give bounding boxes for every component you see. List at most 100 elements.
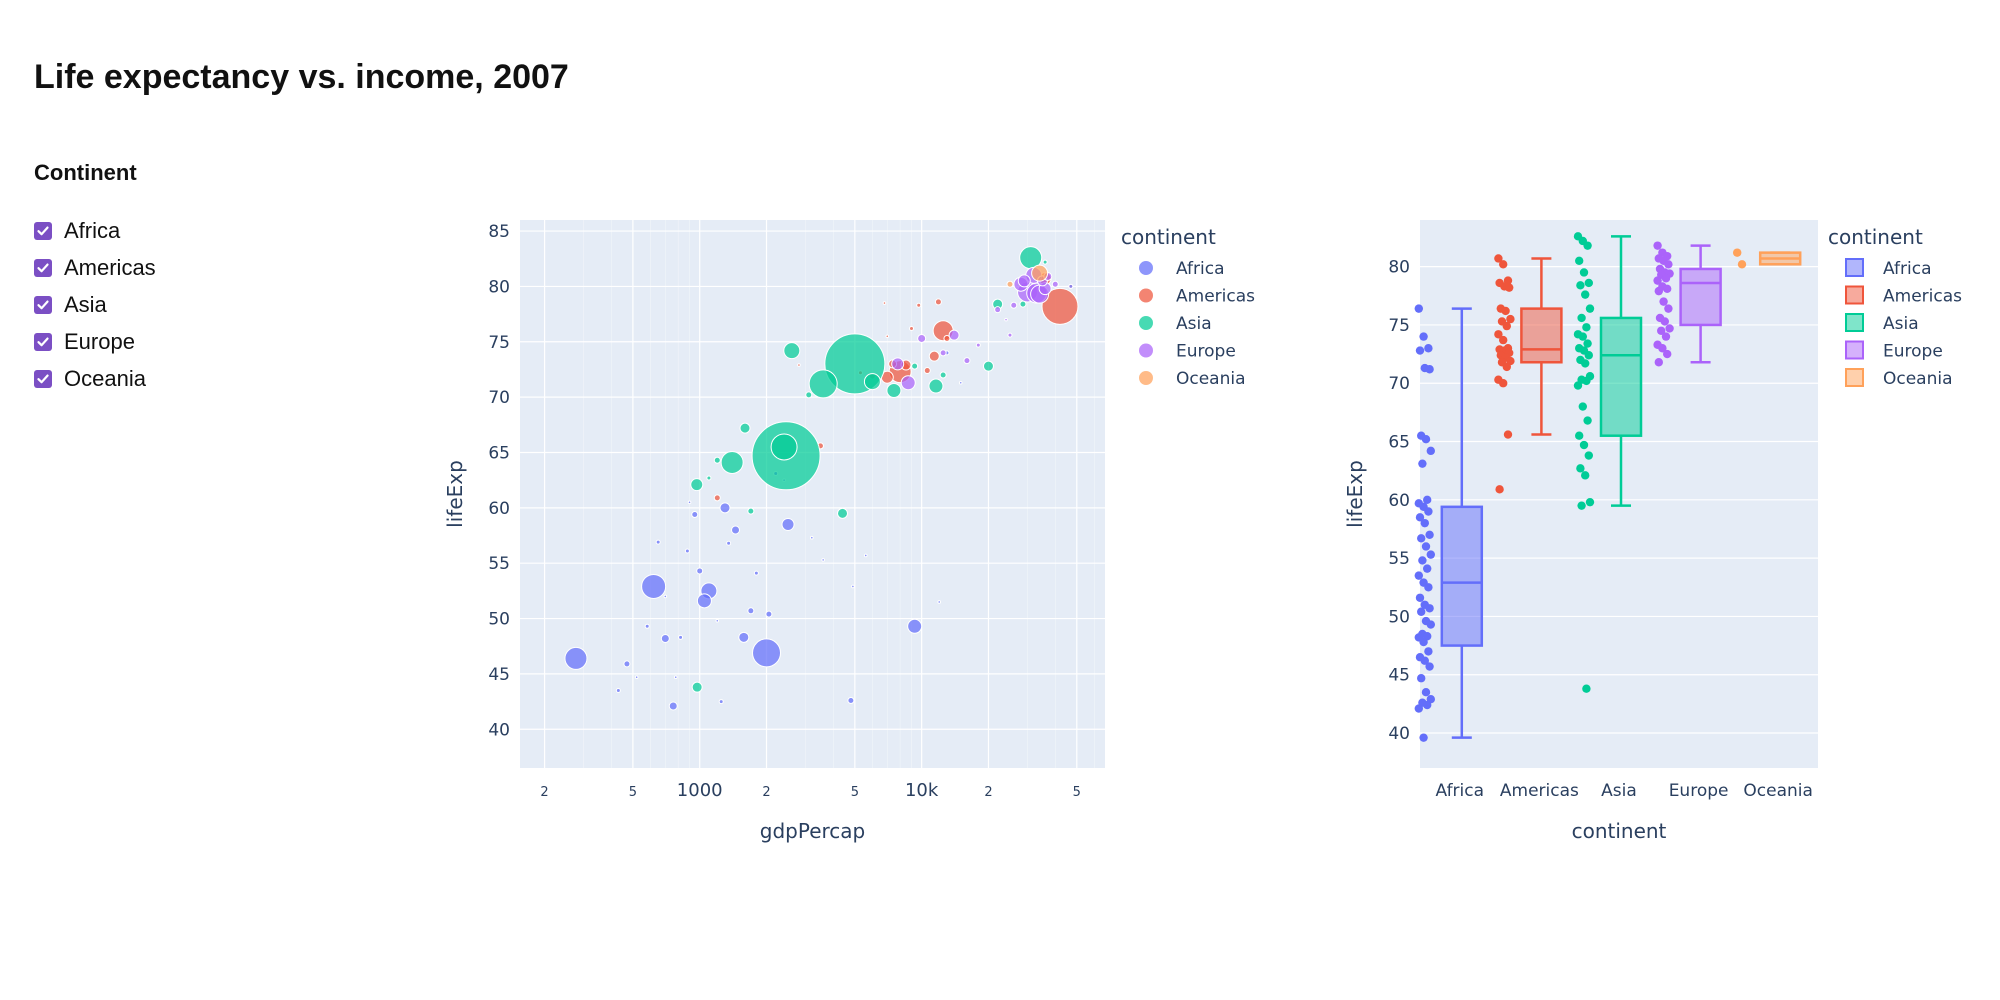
legend-item-asia[interactable]: Asia	[1845, 313, 1919, 334]
legend-item-europe[interactable]: Europe	[1139, 342, 1236, 362]
data-point[interactable]	[982, 360, 994, 372]
data-point[interactable]	[678, 634, 684, 640]
data-point[interactable]	[1660, 317, 1669, 326]
data-point[interactable]	[752, 638, 782, 668]
data-point[interactable]	[1505, 283, 1514, 292]
data-point[interactable]	[644, 623, 650, 629]
data-point[interactable]	[1663, 349, 1672, 359]
box-europe[interactable]	[1653, 241, 1722, 367]
data-point[interactable]	[948, 329, 960, 341]
data-point[interactable]	[1418, 459, 1427, 468]
data-point[interactable]	[747, 607, 755, 615]
data-point[interactable]	[1584, 278, 1593, 288]
data-point[interactable]	[1657, 326, 1666, 335]
legend-item-oceania[interactable]: Oceania	[1139, 369, 1246, 389]
data-point[interactable]	[713, 494, 721, 502]
data-point[interactable]	[1418, 556, 1427, 565]
data-point[interactable]	[934, 298, 942, 306]
data-point[interactable]	[1423, 495, 1432, 505]
data-point[interactable]	[1665, 324, 1674, 333]
data-point[interactable]	[917, 333, 927, 343]
data-point[interactable]	[1577, 313, 1586, 323]
data-point[interactable]	[805, 391, 813, 399]
legend-item-africa[interactable]: Africa	[1845, 258, 1932, 279]
data-point[interactable]	[916, 302, 922, 308]
data-point[interactable]	[1582, 684, 1591, 693]
data-point[interactable]	[770, 433, 798, 461]
data-point[interactable]	[1041, 287, 1079, 325]
data-point[interactable]	[821, 558, 825, 562]
data-point[interactable]	[731, 525, 741, 535]
data-point[interactable]	[1007, 332, 1013, 338]
data-point[interactable]	[1426, 620, 1435, 629]
data-point[interactable]	[691, 510, 699, 518]
data-point[interactable]	[1415, 346, 1425, 355]
filter-option-asia[interactable]: Asia	[34, 286, 334, 323]
legend-item-europe[interactable]: Europe	[1845, 340, 1943, 362]
data-point[interactable]	[719, 502, 731, 514]
data-point[interactable]	[1581, 359, 1590, 368]
data-point[interactable]	[684, 548, 690, 554]
data-point[interactable]	[1426, 446, 1435, 456]
data-point[interactable]	[1579, 440, 1589, 450]
data-point[interactable]	[928, 350, 940, 362]
data-point[interactable]	[1654, 286, 1663, 296]
data-point[interactable]	[1584, 351, 1593, 360]
data-point[interactable]	[696, 567, 704, 575]
data-point[interactable]	[837, 507, 849, 519]
data-point[interactable]	[1582, 376, 1591, 386]
data-point[interactable]	[900, 375, 916, 391]
filter-option-europe[interactable]: Europe	[34, 323, 334, 360]
data-point[interactable]	[1414, 704, 1423, 713]
data-point[interactable]	[747, 507, 755, 515]
data-point[interactable]	[1499, 379, 1508, 388]
data-point[interactable]	[1425, 604, 1434, 613]
data-point[interactable]	[1575, 256, 1584, 266]
data-point[interactable]	[673, 675, 678, 680]
data-point[interactable]	[1017, 274, 1031, 288]
data-point[interactable]	[1506, 314, 1515, 324]
data-point[interactable]	[1576, 464, 1585, 473]
data-point[interactable]	[720, 450, 744, 474]
data-point[interactable]	[808, 369, 838, 399]
data-point[interactable]	[1579, 268, 1589, 277]
data-point[interactable]	[1578, 402, 1587, 411]
data-point[interactable]	[1424, 507, 1433, 516]
data-point[interactable]	[863, 373, 881, 391]
data-point[interactable]	[1578, 332, 1587, 341]
data-point[interactable]	[1417, 607, 1426, 616]
data-point[interactable]	[923, 367, 931, 375]
data-point[interactable]	[907, 618, 923, 634]
data-point[interactable]	[1581, 471, 1590, 480]
scatter-chart[interactable]: 2 5 1000 2 5 10k 2 5 40 45 50 55 60 65 70 75 80 85 gdpPerc…	[430, 200, 1330, 850]
box-africa[interactable]	[1414, 304, 1484, 742]
data-point[interactable]	[765, 610, 773, 618]
data-point[interactable]	[615, 688, 621, 694]
data-point[interactable]	[810, 535, 814, 540]
data-point[interactable]	[1414, 304, 1423, 313]
data-point[interactable]	[847, 696, 855, 704]
data-point[interactable]	[1425, 365, 1434, 374]
data-point[interactable]	[1583, 241, 1592, 250]
data-point[interactable]	[1661, 274, 1671, 283]
data-point[interactable]	[1424, 647, 1433, 656]
data-point[interactable]	[1494, 330, 1503, 339]
data-point[interactable]	[1575, 431, 1584, 440]
data-point[interactable]	[1421, 542, 1431, 551]
data-point[interactable]	[713, 456, 721, 464]
data-point[interactable]	[851, 584, 855, 589]
data-point[interactable]	[1576, 281, 1585, 290]
data-point[interactable]	[753, 570, 759, 576]
data-point[interactable]	[1499, 260, 1508, 269]
filter-option-oceania[interactable]: Oceania	[34, 360, 334, 397]
data-point[interactable]	[663, 594, 668, 599]
data-point[interactable]	[1042, 259, 1048, 265]
data-point[interactable]	[655, 539, 661, 545]
data-point[interactable]	[706, 475, 712, 481]
legend-item-asia[interactable]: Asia	[1139, 314, 1212, 334]
data-point[interactable]	[1577, 501, 1586, 510]
legend-item-oceania[interactable]: Oceania	[1845, 368, 1953, 389]
checkbox-checked-icon[interactable]	[34, 221, 52, 240]
data-point[interactable]	[1502, 362, 1511, 372]
data-point[interactable]	[687, 500, 692, 505]
